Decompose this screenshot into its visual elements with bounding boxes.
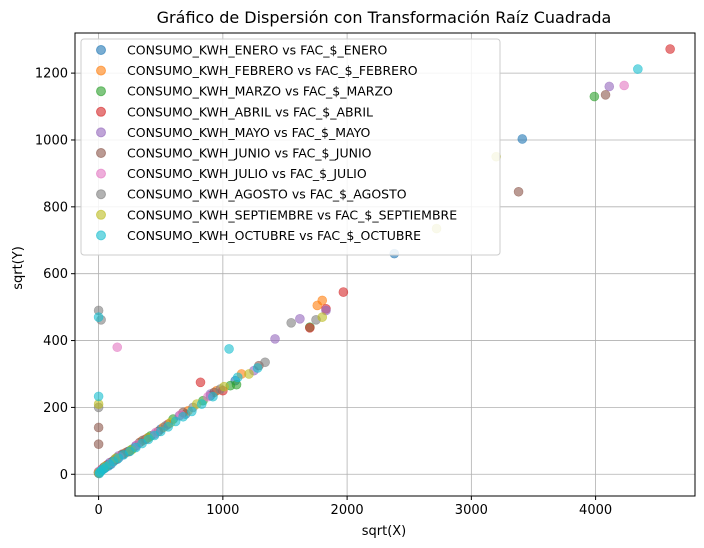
data-point [270, 334, 280, 344]
data-point [93, 422, 104, 433]
legend-label: CONSUMO_KWH_JULIO vs FAC_$_JULIO [127, 166, 367, 181]
x-axis-label: sqrt(X) [362, 524, 407, 539]
x-tick-label: 2000 [331, 503, 364, 518]
data-point [260, 357, 270, 368]
data-point [178, 411, 188, 422]
data-point [665, 44, 675, 54]
data-point [163, 422, 173, 432]
data-point [112, 342, 123, 353]
legend-label: CONSUMO_KWH_OCTUBRE vs FAC_$_OCTUBRE [127, 228, 421, 243]
y-tick-label: 0 [60, 468, 68, 483]
y-tick-label: 400 [43, 334, 68, 349]
data-points [93, 44, 675, 479]
y-axis-label: sqrt(Y) [11, 246, 26, 290]
y-tick-label: 800 [43, 200, 68, 215]
legend-label: CONSUMO_KWH_SEPTIEMBRE vs FAC_$_SEPTIEMB… [127, 207, 457, 222]
data-point [286, 318, 296, 328]
data-point [93, 439, 104, 449]
data-point [170, 416, 181, 427]
data-point [305, 323, 315, 333]
data-point [338, 287, 349, 297]
data-point [195, 377, 206, 388]
legend-marker [96, 65, 106, 76]
data-point [196, 399, 207, 409]
data-point [589, 91, 600, 102]
axis-ticks: 0 1000 2000 3000 4000 0 200 400 600 800 1000 1200 [35, 67, 612, 518]
x-tick-label: 1000 [206, 503, 239, 518]
legend-label: CONSUMO_KWH_MARZO vs FAC_$_MARZO [127, 84, 393, 99]
data-point [633, 64, 643, 74]
legend-label: CONSUMO_KWH_JUNIO vs FAC_$_JUNIO [127, 146, 372, 161]
legend-label: CONSUMO_KWH_ABRIL vs FAC_$_ABRIL [127, 104, 373, 119]
data-point [93, 391, 104, 402]
legend-marker [96, 127, 106, 138]
data-point [232, 372, 243, 383]
plot-frame [74, 32, 696, 497]
legend-label: CONSUMO_KWH_ENERO vs FAC_$_ENERO [127, 43, 388, 58]
legend-marker [96, 209, 106, 220]
data-point [513, 186, 524, 197]
x-tick-label: 0 [94, 503, 102, 518]
legend-label: CONSUMO_KWH_AGOSTO vs FAC_$_AGOSTO [127, 187, 407, 202]
legend-marker [96, 189, 106, 200]
data-point [252, 363, 263, 373]
data-point [93, 312, 104, 322]
data-point [219, 381, 229, 392]
legend-marker [96, 86, 106, 97]
legend-marker [96, 148, 106, 158]
data-point [604, 81, 615, 92]
data-point [600, 90, 611, 100]
data-point [186, 406, 197, 417]
data-point [295, 314, 305, 324]
data-point [317, 312, 328, 322]
legend-box [80, 38, 501, 256]
y-tick-label: 200 [43, 401, 68, 416]
data-point [619, 80, 629, 91]
data-point [517, 134, 528, 144]
legend-marker [96, 168, 106, 179]
y-tick-label: 1000 [35, 133, 68, 148]
legend-label: CONSUMO_KWH_MAYO vs FAC_$_MAYO [127, 125, 371, 140]
legend-marker [96, 45, 106, 55]
data-point [208, 391, 218, 402]
legend-marker [96, 230, 106, 241]
y-tick-label: 1200 [35, 67, 68, 82]
data-point [244, 369, 254, 379]
x-tick-label: 4000 [579, 503, 612, 518]
chart-title: Gráfico de Dispersión con Transformación… [157, 8, 612, 27]
data-point [317, 295, 328, 306]
x-tick-label: 3000 [455, 503, 488, 518]
data-point [155, 426, 166, 437]
y-tick-label: 600 [43, 267, 68, 282]
legend-label: CONSUMO_KWH_FEBRERO vs FAC_$_FEBRERO [127, 63, 418, 78]
legend-marker [96, 106, 106, 117]
legend: CONSUMO_KWH_ENERO vs FAC_$_ENERO CONSUMO_… [80, 38, 501, 256]
data-point [224, 344, 234, 354]
